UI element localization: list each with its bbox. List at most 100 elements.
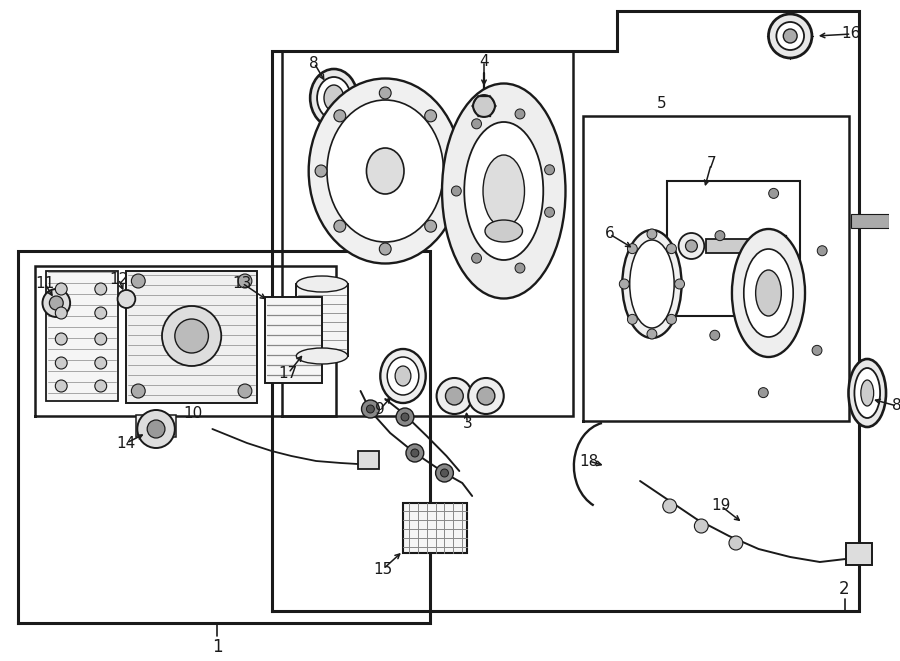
Circle shape <box>436 378 472 414</box>
Ellipse shape <box>310 69 357 127</box>
Text: 16: 16 <box>842 26 861 42</box>
Bar <box>265 297 322 383</box>
Text: 6: 6 <box>605 227 615 241</box>
Bar <box>774 235 787 257</box>
Circle shape <box>138 410 175 448</box>
Text: 10: 10 <box>183 405 202 420</box>
Circle shape <box>162 306 221 366</box>
Ellipse shape <box>296 276 347 292</box>
Circle shape <box>148 420 165 438</box>
Circle shape <box>686 240 698 252</box>
Circle shape <box>695 519 708 533</box>
Circle shape <box>50 296 63 310</box>
Circle shape <box>472 119 482 129</box>
Circle shape <box>440 469 448 477</box>
Circle shape <box>406 444 424 462</box>
Circle shape <box>411 449 418 457</box>
Circle shape <box>379 243 392 255</box>
Circle shape <box>55 380 68 392</box>
Circle shape <box>515 109 525 119</box>
Circle shape <box>477 387 495 405</box>
Bar <box>126 271 256 403</box>
Text: 13: 13 <box>232 276 252 290</box>
Circle shape <box>401 413 409 421</box>
Ellipse shape <box>442 83 565 299</box>
Circle shape <box>769 14 812 58</box>
Circle shape <box>175 319 209 353</box>
Text: 12: 12 <box>109 272 128 286</box>
Circle shape <box>777 22 804 50</box>
Text: 11: 11 <box>35 276 54 290</box>
Circle shape <box>366 405 374 413</box>
Circle shape <box>544 207 554 217</box>
Ellipse shape <box>366 148 404 194</box>
Ellipse shape <box>309 79 462 264</box>
Circle shape <box>452 186 462 196</box>
Circle shape <box>94 357 107 369</box>
Ellipse shape <box>296 348 347 364</box>
Bar <box>403 503 467 553</box>
Circle shape <box>647 229 657 239</box>
Text: 15: 15 <box>374 561 393 576</box>
Circle shape <box>118 290 135 308</box>
Circle shape <box>647 329 657 339</box>
Text: 8: 8 <box>310 56 319 71</box>
Circle shape <box>94 333 107 345</box>
Bar <box>851 214 889 228</box>
Circle shape <box>710 330 720 340</box>
Text: 14: 14 <box>117 436 136 451</box>
Circle shape <box>425 220 436 232</box>
Ellipse shape <box>381 349 426 403</box>
Circle shape <box>94 307 107 319</box>
Circle shape <box>783 29 797 43</box>
Circle shape <box>515 263 525 273</box>
Bar <box>706 239 778 253</box>
Circle shape <box>627 315 637 325</box>
Circle shape <box>679 233 705 259</box>
Text: 5: 5 <box>657 97 667 112</box>
Text: 17: 17 <box>279 366 298 381</box>
Ellipse shape <box>854 368 880 418</box>
Text: 2: 2 <box>839 580 850 598</box>
Text: 3: 3 <box>463 416 473 430</box>
Circle shape <box>667 244 677 254</box>
Ellipse shape <box>483 155 525 227</box>
Circle shape <box>55 357 68 369</box>
Circle shape <box>472 253 482 263</box>
Circle shape <box>769 188 778 198</box>
Ellipse shape <box>756 270 781 316</box>
Circle shape <box>662 499 677 513</box>
Circle shape <box>446 387 464 405</box>
Circle shape <box>667 315 677 325</box>
Circle shape <box>94 283 107 295</box>
Ellipse shape <box>630 240 674 328</box>
Ellipse shape <box>464 122 544 260</box>
Text: 9: 9 <box>375 401 385 416</box>
Circle shape <box>544 165 554 175</box>
Ellipse shape <box>395 366 411 386</box>
Circle shape <box>131 384 145 398</box>
Ellipse shape <box>732 229 805 357</box>
Bar <box>296 284 347 356</box>
Circle shape <box>812 345 822 356</box>
Circle shape <box>362 400 379 418</box>
Ellipse shape <box>622 230 681 338</box>
Circle shape <box>715 231 724 241</box>
Text: 18: 18 <box>579 453 599 469</box>
Circle shape <box>396 408 414 426</box>
Circle shape <box>55 307 68 319</box>
Text: 19: 19 <box>711 498 731 514</box>
Circle shape <box>379 87 392 99</box>
Circle shape <box>425 110 436 122</box>
Circle shape <box>468 378 504 414</box>
Circle shape <box>55 283 68 295</box>
Ellipse shape <box>849 359 886 427</box>
Circle shape <box>131 274 145 288</box>
Text: 8: 8 <box>892 399 900 414</box>
Circle shape <box>238 384 252 398</box>
Circle shape <box>42 289 70 317</box>
Bar <box>136 415 176 437</box>
Ellipse shape <box>327 100 444 242</box>
Circle shape <box>619 279 629 289</box>
Circle shape <box>315 165 327 177</box>
